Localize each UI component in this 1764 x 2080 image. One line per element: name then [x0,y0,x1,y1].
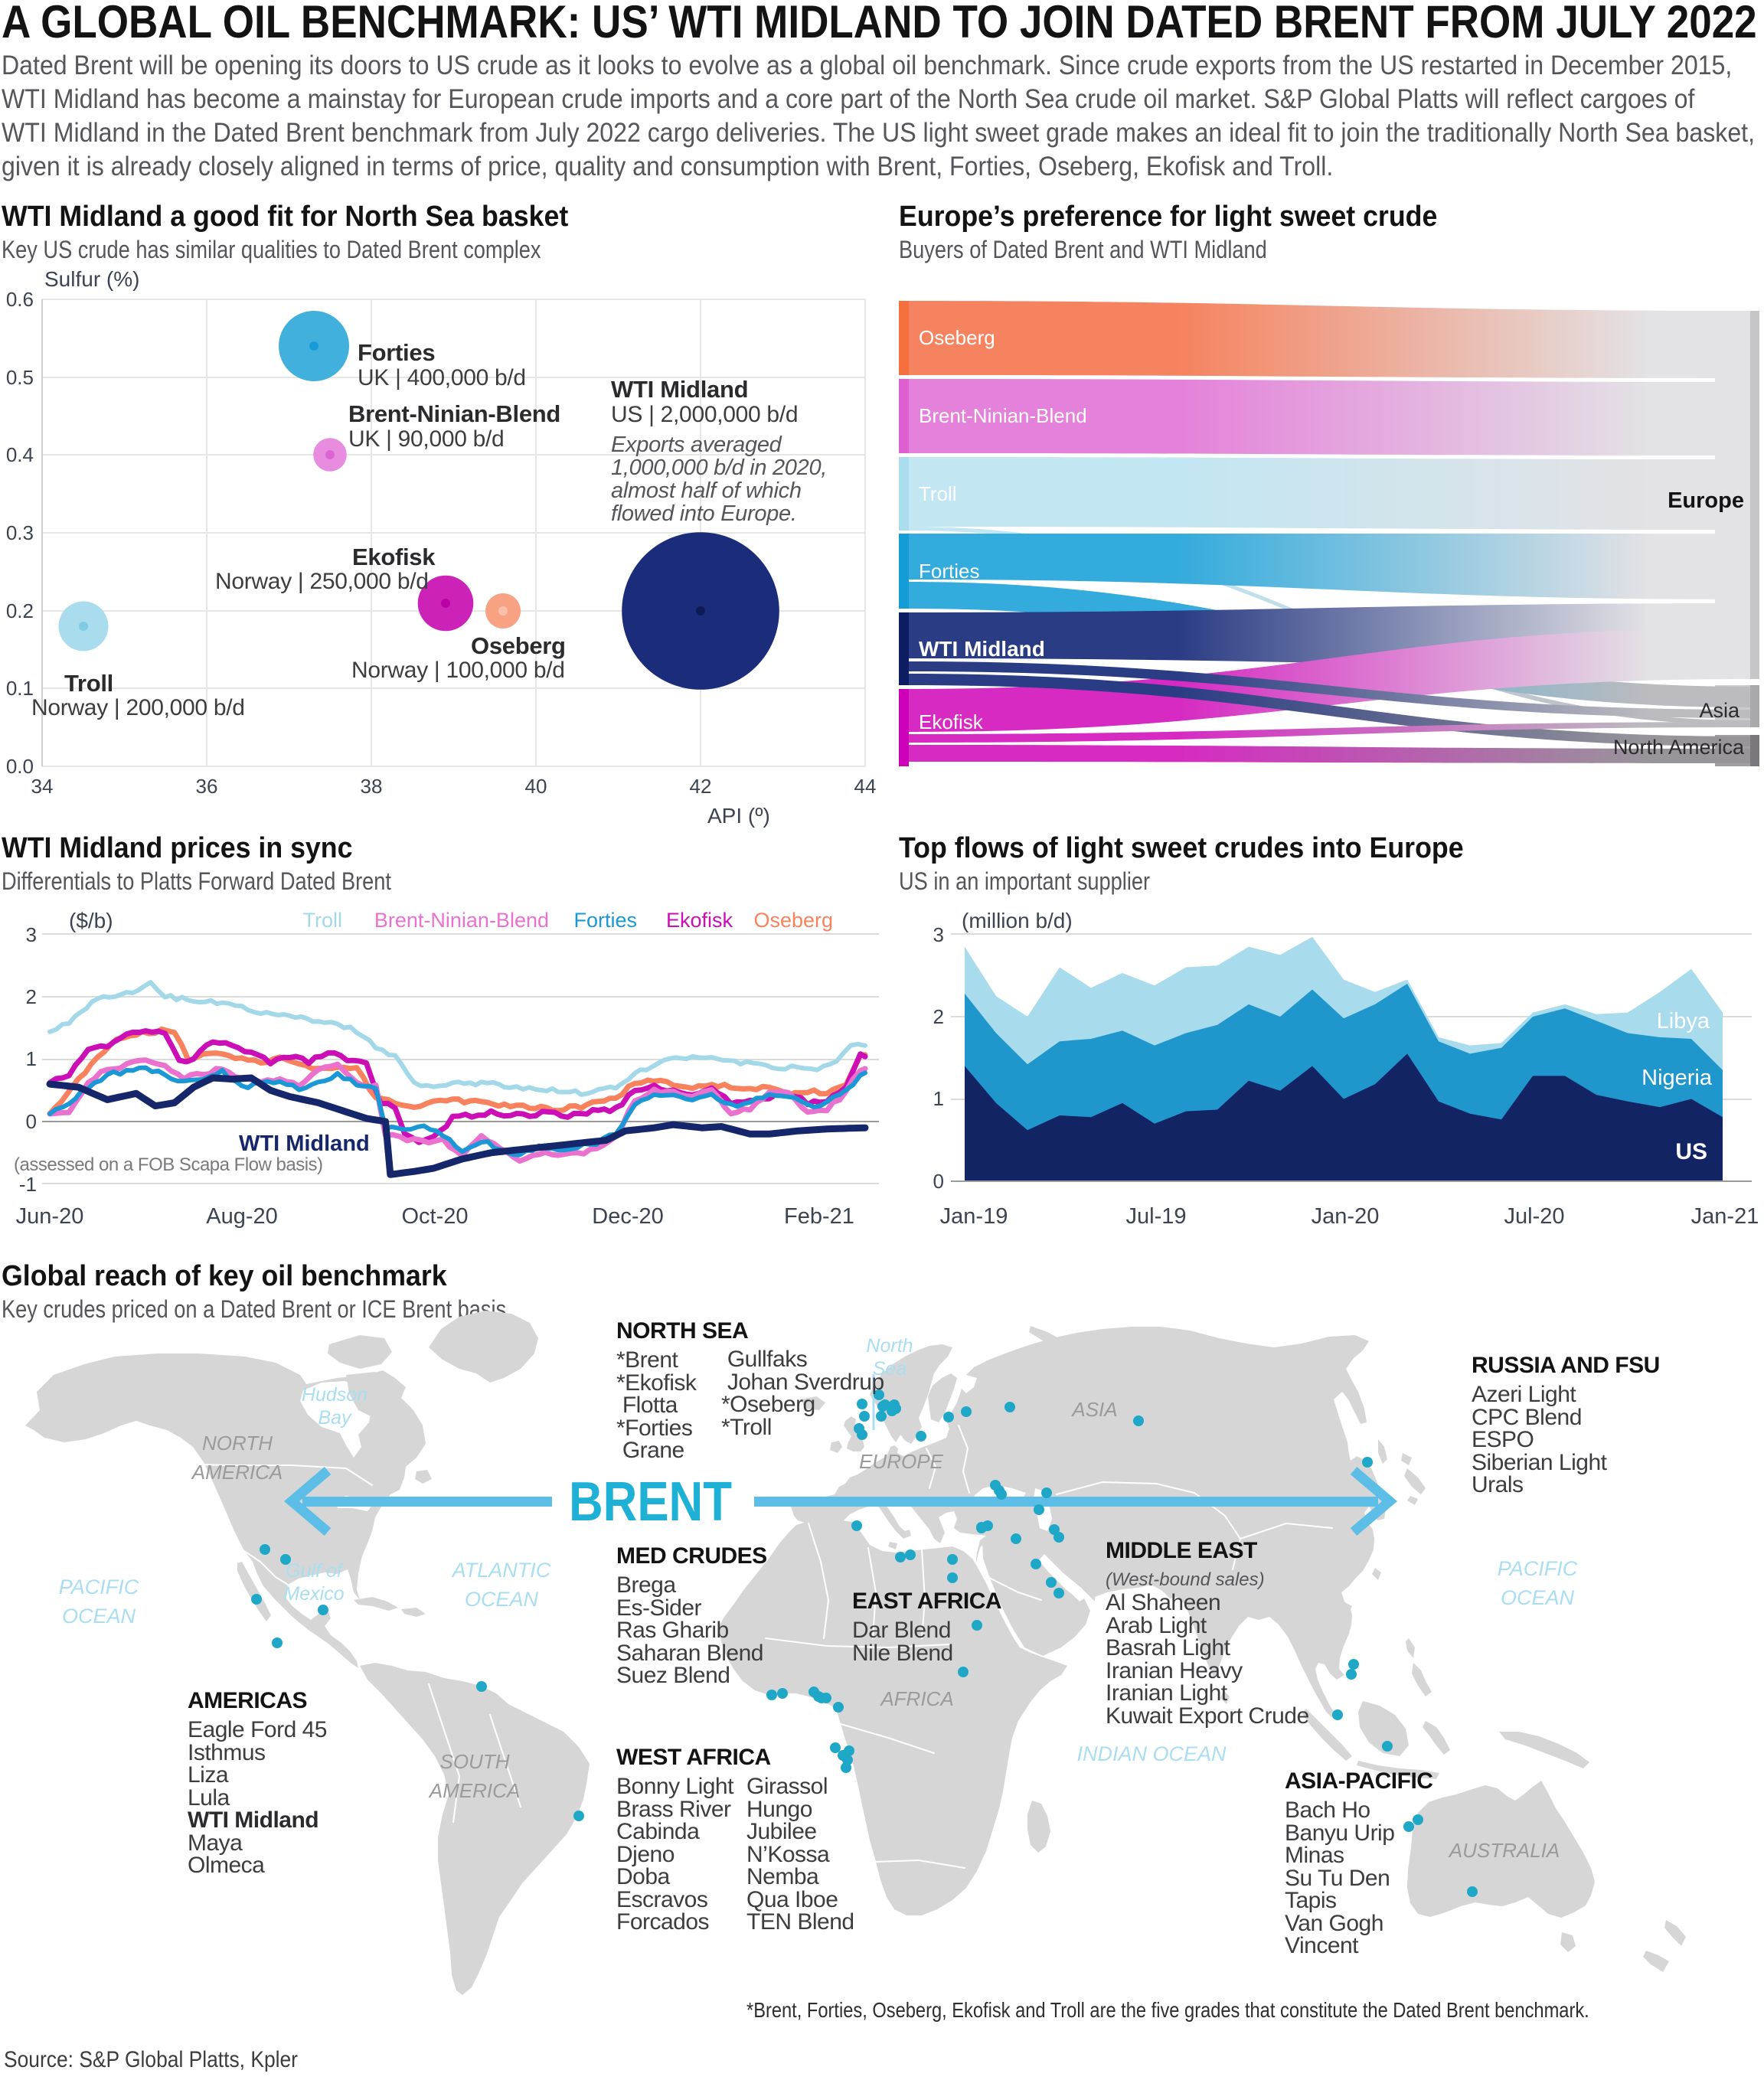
svg-text:Feb-21: Feb-21 [784,1204,854,1229]
svg-text:INDIAN OCEAN: INDIAN OCEAN [1076,1742,1227,1765]
svg-text:US | 2,000,000 b/d: US | 2,000,000 b/d [611,402,798,427]
svg-text:NORTH: NORTH [202,1432,273,1455]
svg-text:1,000,000 b/d in 2020,: 1,000,000 b/d in 2020, [611,456,827,480]
svg-text:UK | 90,000 b/d: UK | 90,000 b/d [348,426,504,452]
svg-text:2: 2 [26,985,37,1008]
svg-text:PACIFIC: PACIFIC [1498,1557,1578,1580]
svg-text:($/b): ($/b) [69,909,113,932]
svg-text:US: US [1675,1139,1707,1164]
svg-text:Norway | 250,000 b/d: Norway | 250,000 b/d [215,569,429,594]
svg-text:ASIA: ASIA [1070,1398,1117,1421]
svg-text:Ekofisk: Ekofisk [666,909,733,932]
svg-text:Bay: Bay [318,1407,352,1429]
svg-text:North: North [866,1335,913,1357]
svg-text:PACIFIC: PACIFIC [59,1576,139,1598]
svg-text:Troll: Troll [919,482,957,505]
svg-text:Europe: Europe [1668,488,1744,513]
svg-text:Sea: Sea [873,1358,907,1380]
svg-text:0: 0 [26,1110,37,1133]
svg-text:AMERICA: AMERICA [191,1461,283,1484]
svg-text:Aug-20: Aug-20 [206,1204,278,1229]
svg-text:EUROPE: EUROPE [859,1450,943,1473]
svg-text:Nigeria: Nigeria [1642,1066,1713,1090]
svg-text:Jan-21: Jan-21 [1691,1204,1759,1229]
svg-text:SOUTH: SOUTH [440,1750,510,1773]
svg-text:BRENT: BRENT [569,1471,732,1533]
svg-text:Ekofisk: Ekofisk [352,544,436,570]
svg-text:Brent-Ninian-Blend: Brent-Ninian-Blend [919,404,1087,427]
svg-text:Norway | 200,000 b/d: Norway | 200,000 b/d [31,695,245,720]
svg-text:0.0: 0.0 [6,755,34,778]
svg-text:(million b/d): (million b/d) [962,909,1073,932]
svg-text:Mexico: Mexico [283,1583,344,1605]
svg-text:Oseberg: Oseberg [471,632,566,659]
svg-text:Oseberg: Oseberg [919,326,995,349]
svg-text:North America: North America [1613,736,1745,759]
svg-text:Jul-19: Jul-19 [1126,1204,1187,1229]
svg-text:ATLANTIC: ATLANTIC [451,1559,551,1582]
svg-text:almost half of which: almost half of which [611,478,802,503]
svg-text:Dec-20: Dec-20 [592,1204,664,1229]
svg-text:AMERICA: AMERICA [428,1779,520,1802]
svg-text:2: 2 [933,1005,944,1028]
svg-text:Oct-20: Oct-20 [401,1204,468,1229]
svg-text:WTI Midland: WTI Midland [611,376,748,403]
svg-text:OCEAN: OCEAN [1501,1586,1575,1609]
svg-text:OCEAN: OCEAN [62,1605,136,1628]
svg-text:42: 42 [690,775,712,798]
svg-text:Jan-19: Jan-19 [940,1204,1008,1229]
svg-text:Brent-Ninian-Blend: Brent-Ninian-Blend [348,400,560,427]
svg-text:Forties: Forties [919,560,979,583]
svg-text:Forties: Forties [358,339,435,366]
svg-text:34: 34 [31,775,54,798]
svg-text:44: 44 [854,775,877,798]
svg-text:Troll: Troll [303,909,343,932]
svg-text:0: 0 [933,1170,944,1193]
svg-text:0.3: 0.3 [6,521,34,544]
svg-text:Jun-20: Jun-20 [16,1204,84,1229]
svg-text:0.6: 0.6 [6,288,34,311]
svg-text:Norway | 100,000 b/d: Norway | 100,000 b/d [351,658,565,683]
svg-text:1: 1 [26,1047,37,1070]
svg-text:Exports averaged: Exports averaged [611,433,782,457]
svg-text:Oseberg: Oseberg [753,909,833,932]
svg-text:3: 3 [933,923,944,946]
svg-text:0.5: 0.5 [6,366,34,389]
svg-text:Jul-20: Jul-20 [1504,1204,1565,1229]
svg-text:Gulf of: Gulf of [286,1560,345,1582]
svg-text:Jan-20: Jan-20 [1312,1204,1380,1229]
svg-text:Ekofisk: Ekofisk [919,710,984,733]
svg-text:36: 36 [196,775,218,798]
svg-text:AFRICA: AFRICA [879,1687,953,1710]
svg-text:(assessed on a FOB Scapa Flow: (assessed on a FOB Scapa Flow basis) [14,1154,323,1175]
svg-text:API (º): API (º) [707,804,770,828]
svg-text:1: 1 [933,1087,944,1110]
svg-text:0.1: 0.1 [6,677,34,700]
svg-text:UK | 400,000 b/d: UK | 400,000 b/d [358,365,526,390]
svg-text:-1: -1 [19,1173,37,1196]
svg-text:Brent-Ninian-Blend: Brent-Ninian-Blend [374,909,549,932]
svg-text:Hudson: Hudson [302,1384,368,1406]
svg-text:3: 3 [26,923,37,946]
svg-text:OCEAN: OCEAN [465,1588,539,1611]
svg-text:flowed into Europe.: flowed into Europe. [611,501,797,526]
svg-text:Sulfur (%): Sulfur (%) [44,267,139,291]
svg-text:0.4: 0.4 [6,443,34,466]
svg-text:40: 40 [525,775,547,798]
svg-text:AUSTRALIA: AUSTRALIA [1448,1839,1560,1862]
svg-text:WTI Midland: WTI Midland [919,637,1045,661]
svg-text:0.2: 0.2 [6,599,34,622]
svg-text:38: 38 [361,775,383,798]
svg-text:Forties: Forties [573,909,637,932]
svg-text:WTI Midland: WTI Midland [239,1131,370,1156]
svg-text:Troll: Troll [64,670,113,697]
svg-text:Asia: Asia [1699,699,1740,722]
svg-text:Libya: Libya [1657,1009,1710,1033]
